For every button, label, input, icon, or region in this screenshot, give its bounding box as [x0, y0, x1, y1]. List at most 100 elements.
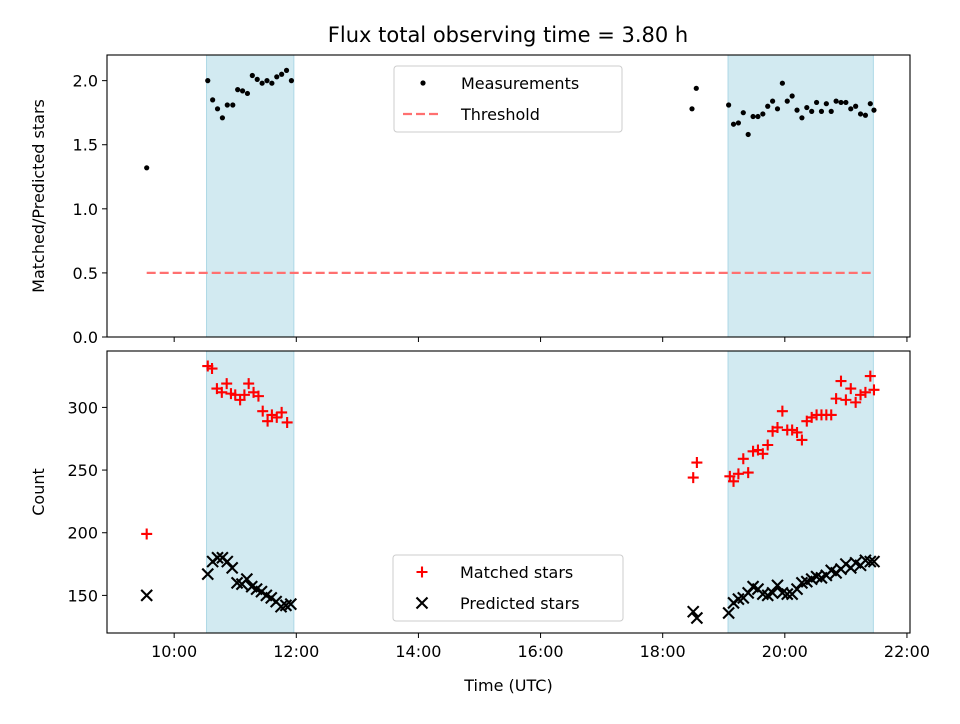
data-point: [867, 101, 873, 107]
data-point: [735, 120, 742, 126]
data-point: [276, 406, 288, 418]
series-measurements: [144, 67, 877, 171]
data-point: [755, 113, 761, 120]
data-point: [853, 103, 859, 109]
x-axis-label: Time (UTC): [463, 676, 552, 695]
data-point: [813, 99, 820, 106]
panel-2: 150 200 250 300 10:00 12:00 14:00 16:00 18:00 20:…: [29, 350, 930, 695]
data-point: [722, 606, 735, 620]
data-point: [144, 165, 150, 171]
data-point: [691, 457, 703, 469]
data-point: [238, 389, 250, 401]
legend-box: [392, 554, 624, 622]
legend: Measurements Threshold: [393, 65, 623, 133]
data-point: [855, 389, 867, 401]
x-tick-label: 20:00: [762, 642, 808, 661]
data-point: [283, 67, 290, 73]
data-point: [765, 103, 771, 109]
data-point: [747, 445, 759, 457]
data-point: [219, 115, 226, 121]
x-tick-label: 14:00: [395, 642, 441, 661]
data-point: [732, 468, 744, 480]
data-point: [693, 85, 699, 91]
data-point: [211, 551, 224, 565]
data-point: [141, 528, 153, 540]
legend: Matched stars Predicted stars: [392, 554, 624, 622]
data-point: [262, 415, 274, 427]
data-point: [859, 386, 871, 398]
data-point: [830, 393, 842, 405]
data-point: [823, 101, 829, 107]
data-point: [786, 424, 798, 436]
data-point: [850, 396, 862, 408]
data-point: [760, 111, 766, 117]
data-point: [279, 71, 285, 77]
data-point: [871, 107, 877, 113]
data-point: [742, 467, 754, 479]
data-point: [730, 121, 737, 127]
legend-label: Threshold: [460, 105, 540, 124]
data-point: [284, 597, 298, 611]
data-point: [818, 108, 825, 114]
data-point: [206, 363, 218, 375]
figure-title: Flux total observing time = 3.80 h: [328, 23, 688, 47]
shaded-span-1: [206, 54, 295, 338]
data-point: [862, 112, 869, 118]
legend-label: Measurements: [461, 74, 579, 93]
data-point: [737, 453, 749, 465]
data-point: [864, 370, 876, 382]
data-point: [686, 605, 700, 618]
data-point: [867, 555, 881, 568]
data-point: [771, 579, 784, 592]
series-predicted-stars: [140, 551, 881, 625]
series-matched-stars: [141, 360, 880, 540]
y-tick-label: 2.0: [73, 72, 98, 91]
data-point: [833, 98, 839, 104]
y-tick-label: 1.5: [73, 136, 98, 155]
data-point: [796, 434, 808, 446]
data-point: [216, 386, 228, 398]
y-tick-label: 300: [67, 398, 98, 417]
y-tick-label: 1.0: [73, 200, 98, 219]
data-point: [201, 567, 214, 581]
y-axis-label: Count: [29, 468, 48, 516]
data-point: [243, 378, 255, 390]
data-point: [249, 72, 255, 79]
x-tick-label: 18:00: [640, 642, 686, 661]
x-tick-label: 12:00: [273, 642, 319, 661]
y-tick-label: 250: [67, 461, 98, 480]
data-point: [838, 99, 844, 106]
data-point: [264, 78, 270, 84]
data-point: [784, 98, 790, 104]
y-tick-label: 0.5: [73, 264, 98, 283]
data-point: [288, 78, 295, 84]
data-point: [806, 411, 818, 423]
legend-swatch: [420, 80, 426, 86]
panel-1: 0.0 0.5 1.0 1.5 2.0 Matched/Predicted stars Me…: [29, 54, 911, 347]
data-point: [794, 107, 800, 113]
data-point: [828, 108, 834, 114]
data-point: [728, 475, 740, 487]
y-tick-label: 200: [67, 524, 98, 543]
data-point: [239, 88, 246, 94]
data-point: [235, 87, 241, 93]
data-point: [689, 106, 695, 112]
data-point: [776, 405, 788, 417]
data-point: [257, 405, 269, 417]
data-point: [848, 106, 854, 112]
data-point: [726, 102, 732, 108]
data-point: [224, 102, 230, 108]
axes-frame: [106, 350, 911, 634]
data-point: [214, 106, 221, 112]
data-point: [230, 102, 236, 108]
legend-swatch: [416, 566, 428, 578]
data-point: [843, 99, 849, 106]
data-point: [269, 80, 275, 86]
data-point: [687, 472, 699, 484]
y-axis-label: Matched/Predicted stars: [29, 99, 48, 293]
data-point: [762, 439, 774, 451]
x-tick-label: 22:00: [884, 642, 930, 661]
data-point: [745, 131, 751, 138]
data-point: [259, 80, 265, 86]
data-point: [750, 113, 756, 120]
